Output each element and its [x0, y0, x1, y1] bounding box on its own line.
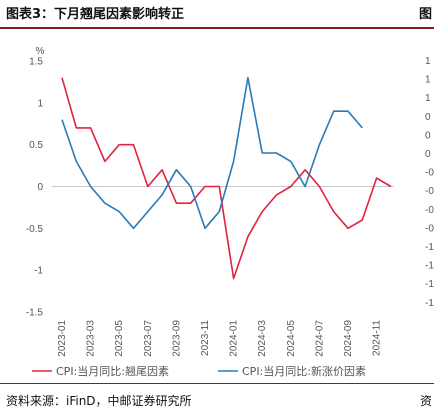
adjacent-axis-tick: -0 [425, 168, 434, 179]
adjacent-chart-title-fragment: 图 [419, 7, 433, 22]
adjacent-axis-tick: -1 [425, 261, 434, 272]
y-tick-label: -1.5 [26, 308, 44, 319]
source-note: 资料来源：iFinD，中邮证券研究所 [6, 394, 192, 408]
adjacent-axis-tick: -0 [425, 205, 434, 216]
y-tick-label: 0.5 [29, 140, 43, 151]
adjacent-chart-axis-fragment: 1 1 1 0 0 0 -0 -0 -0 -0 -1 -1 -1 -1 [425, 56, 434, 309]
adjacent-axis-tick: 1 [425, 75, 431, 86]
legend-label-1: CPI:当月同比:翘尾因素 [56, 364, 169, 378]
x-tick-label: 2023-03 [86, 320, 97, 357]
y-tick-label: -1 [34, 266, 43, 277]
adjacent-axis-tick: -1 [425, 298, 434, 309]
legend-label-2: CPI:当月同比:新涨价因素 [242, 364, 366, 378]
chart-legend: CPI:当月同比:翘尾因素 CPI:当月同比:新涨价因素 [32, 364, 366, 378]
x-tick-label: 2023-05 [114, 320, 125, 357]
x-tick-label: 2024-09 [343, 320, 354, 357]
adjacent-axis-tick: 1 [425, 56, 431, 67]
adjacent-axis-tick: -0 [425, 223, 434, 234]
x-tick-label: 2024-07 [314, 320, 325, 357]
adjacent-axis-tick: -1 [425, 279, 434, 290]
footer-divider [0, 383, 434, 384]
adjacent-axis-tick: 1 [425, 93, 431, 104]
adjacent-axis-tick: -1 [425, 242, 434, 253]
adjacent-axis-tick: -0 [425, 186, 434, 197]
y-tick-label: 1.5 [29, 57, 43, 68]
chart-series [61, 76, 392, 280]
series-line-1 [61, 77, 392, 280]
y-tick-label: 0 [37, 182, 43, 193]
x-tick-label: 2024-11 [372, 320, 383, 356]
adjacent-axis-tick: 0 [425, 149, 431, 160]
x-tick-label: 2023-01 [57, 320, 68, 357]
x-tick-label: 2023-11 [200, 320, 211, 356]
line-chart: %1.5 1 0.5 0 -0.5 -1 -1.5 2023-01 2023-03 2023-05… [26, 46, 434, 378]
chart-axes: %1.5 1 0.5 0 -0.5 -1 -1.5 2023-01 2023-03 2023-05… [26, 46, 394, 357]
title-divider [0, 27, 434, 29]
x-tick-label: 2023-09 [171, 320, 182, 357]
x-tick-label: 2024-03 [257, 320, 268, 357]
x-tick-label: 2024-05 [286, 320, 297, 357]
y-tick-label: -0.5 [26, 224, 44, 235]
adjacent-axis-tick: 0 [425, 130, 431, 141]
series-line-2 [61, 76, 363, 230]
chart-title: 图表3：下月翘尾因素影响转正 [6, 7, 185, 22]
y-axis-label: % [36, 46, 45, 57]
adjacent-axis-tick: 0 [425, 112, 431, 123]
x-tick-label: 2024-01 [229, 320, 240, 357]
adjacent-source-fragment: 资 [420, 394, 433, 408]
x-tick-label: 2023-07 [143, 320, 154, 357]
y-tick-label: 1 [37, 98, 43, 109]
